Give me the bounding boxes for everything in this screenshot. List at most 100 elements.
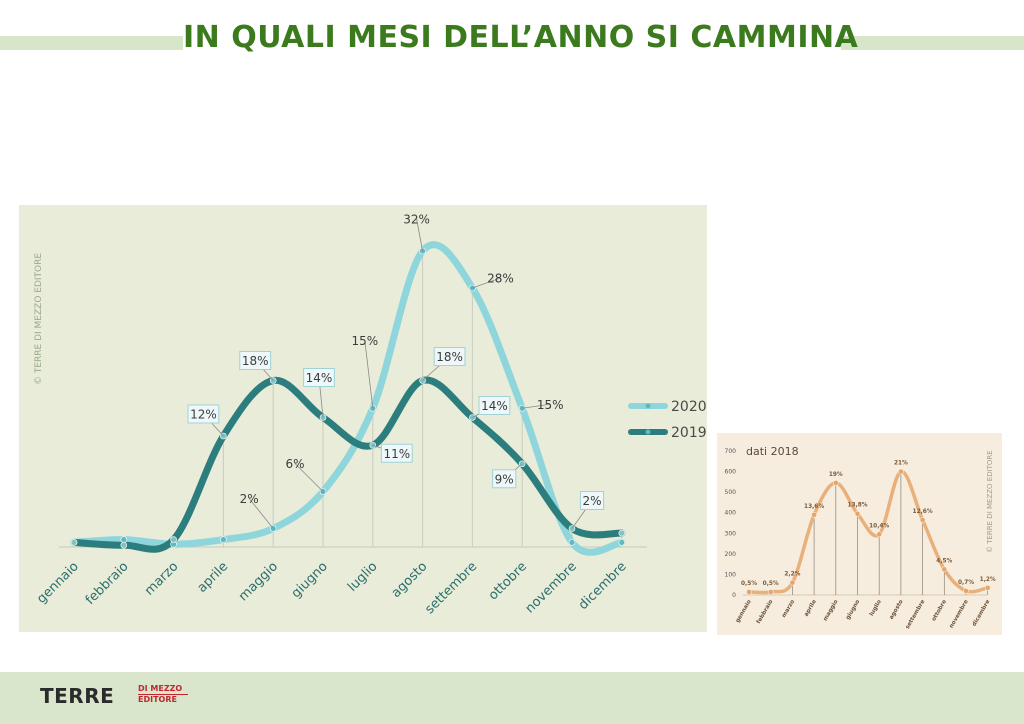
mini-point — [898, 468, 904, 475]
series-2020-leader — [522, 403, 551, 409]
series-2020-leader — [294, 463, 324, 492]
x-tick-label: marzo — [142, 559, 181, 598]
mini-point — [919, 517, 926, 523]
logo-small-bottom: EDITORE — [138, 695, 177, 704]
x-tick-label: giugno — [289, 559, 331, 601]
series-2020-leader — [472, 277, 501, 289]
mini-data-label: 0,7% — [958, 580, 974, 586]
mini-y-tick: 200 — [725, 551, 737, 558]
mini-data-label: 13,8% — [847, 503, 867, 509]
series-2019-label-box — [380, 443, 413, 463]
series-2020-point — [568, 539, 576, 546]
mini-data-label: 10,4% — [869, 523, 889, 529]
x-tick-label: aprile — [195, 559, 232, 596]
mini-data-label: 4,5% — [936, 558, 952, 564]
series-2020-label: 6% — [285, 457, 304, 471]
page-title: IN QUALI MESI DELL’ANNO SI CAMMINA — [183, 20, 859, 55]
series-2019-label: 14% — [481, 399, 508, 413]
mini-y-tick: 400 — [725, 510, 737, 517]
mini-x-tick-label: aprile — [804, 599, 818, 618]
legend-marker-2020 — [645, 403, 651, 409]
series-2020-point — [618, 539, 626, 546]
x-tick-label: ottobre — [486, 559, 530, 603]
mini-x-tick-label: settembre — [905, 599, 927, 630]
series-2020-label: 2% — [240, 492, 259, 506]
series-2019-label-box — [579, 491, 605, 510]
x-tick-label: luglio — [345, 559, 381, 595]
mini-point — [984, 584, 991, 591]
mini-x-tick-label: marzo — [781, 599, 796, 619]
mini-y-tick: 0 — [732, 592, 736, 599]
series-2019-label: 14% — [306, 371, 333, 385]
series-2019-label: 12% — [190, 408, 217, 422]
series-2020-leader — [416, 218, 423, 252]
series-2019-label-box — [187, 404, 220, 424]
publisher-logo: TERRE DI MEZZO EDITORE — [40, 684, 200, 710]
mini-data-label: 12,6% — [913, 509, 933, 515]
series-2020-leader — [248, 498, 274, 529]
legend-marker-2019 — [645, 429, 651, 435]
legend-label-2019: 2019 — [671, 425, 707, 441]
x-tick-label: dicembre — [576, 559, 630, 613]
mini-data-label: 19% — [829, 472, 843, 478]
mini-x-tick-label: luglio — [869, 599, 883, 617]
series-2020-point — [120, 536, 128, 543]
x-tick-label: novembre — [523, 559, 580, 616]
main-copyright: © TERRE DI MEZZO EDITORE — [34, 253, 44, 385]
mini-point — [811, 511, 817, 518]
mini-data-label: 0,5% — [741, 581, 757, 587]
series-2019-label: 9% — [495, 472, 514, 486]
logo-rule — [138, 694, 188, 695]
mini-chart-title: dati 2018 — [746, 445, 799, 458]
series-2019-label-box — [239, 351, 272, 370]
mini-data-label: 21% — [894, 461, 908, 467]
series-2020-point — [220, 536, 227, 543]
main-chart-svg: © TERRE DI MEZZO EDITORE 2% 6% 15% 32% 28% 15… — [34, 213, 707, 618]
mini-x-tick-label: novembre — [949, 599, 970, 630]
x-tick-label: febbraio — [83, 559, 132, 608]
mini-y-tick: 700 — [725, 448, 737, 455]
mini-data-label: 0,5% — [763, 581, 779, 587]
mini-x-tick-label: maggio — [823, 599, 840, 622]
series-2020-label: 32% — [403, 213, 430, 227]
mini-x-tick-label: dicembre — [972, 599, 992, 628]
mini-point — [854, 510, 861, 517]
mini-y-tick: 300 — [725, 530, 737, 537]
logo-main-text: TERRE — [40, 684, 115, 708]
mini-copyright: © TERRE DI MEZZO EDITORE — [986, 450, 994, 553]
mini-point — [832, 480, 839, 486]
x-tick-label: agosto — [389, 559, 431, 601]
mini-x-tick-label: febbraio — [756, 599, 775, 625]
series-2019-point — [170, 536, 177, 543]
mini-y-tick: 600 — [725, 469, 737, 476]
series-2020-label: 28% — [487, 272, 514, 286]
x-tick-label: settembre — [422, 559, 480, 617]
mini-point — [941, 566, 948, 573]
series-2019-label: 11% — [383, 447, 410, 461]
mini-point — [963, 588, 969, 594]
logo-small-top: DI MEZZO — [138, 684, 183, 693]
series-2019-point — [618, 529, 626, 537]
mini-point — [789, 579, 796, 586]
mini-chart-svg: dati 2018 © TERRE DI MEZZO EDITORE 0 100 2… — [725, 445, 996, 630]
mini-chart-panel: dati 2018 © TERRE DI MEZZO EDITORE 0 100 2… — [717, 433, 1002, 635]
mini-y-tick: 500 — [725, 489, 737, 496]
mini-point — [876, 531, 883, 538]
series-2020-label: 15% — [351, 334, 378, 348]
mini-x-tick-label: giugno — [845, 599, 861, 621]
mini-data-label: 1,2% — [980, 577, 996, 583]
footer-band — [0, 672, 1024, 724]
mini-point — [746, 589, 752, 595]
series-2020-label: 15% — [537, 398, 564, 412]
legend-label-2020: 2020 — [671, 399, 707, 415]
main-chart-panel: © TERRE DI MEZZO EDITORE 2% 6% 15% 32% 28% 15… — [19, 205, 707, 632]
x-tick-label: gennaio — [34, 559, 82, 607]
mini-data-label: 2,2% — [784, 572, 800, 578]
series-2019-label-box — [303, 368, 335, 387]
series-2019-point — [120, 541, 128, 549]
series-2019-label: 18% — [242, 354, 269, 368]
mini-data-label: 13,6% — [804, 504, 824, 510]
mini-x-tick-label: gennaio — [735, 599, 753, 624]
series-2019-label-box — [433, 347, 466, 366]
series-2020-leader — [364, 340, 374, 409]
